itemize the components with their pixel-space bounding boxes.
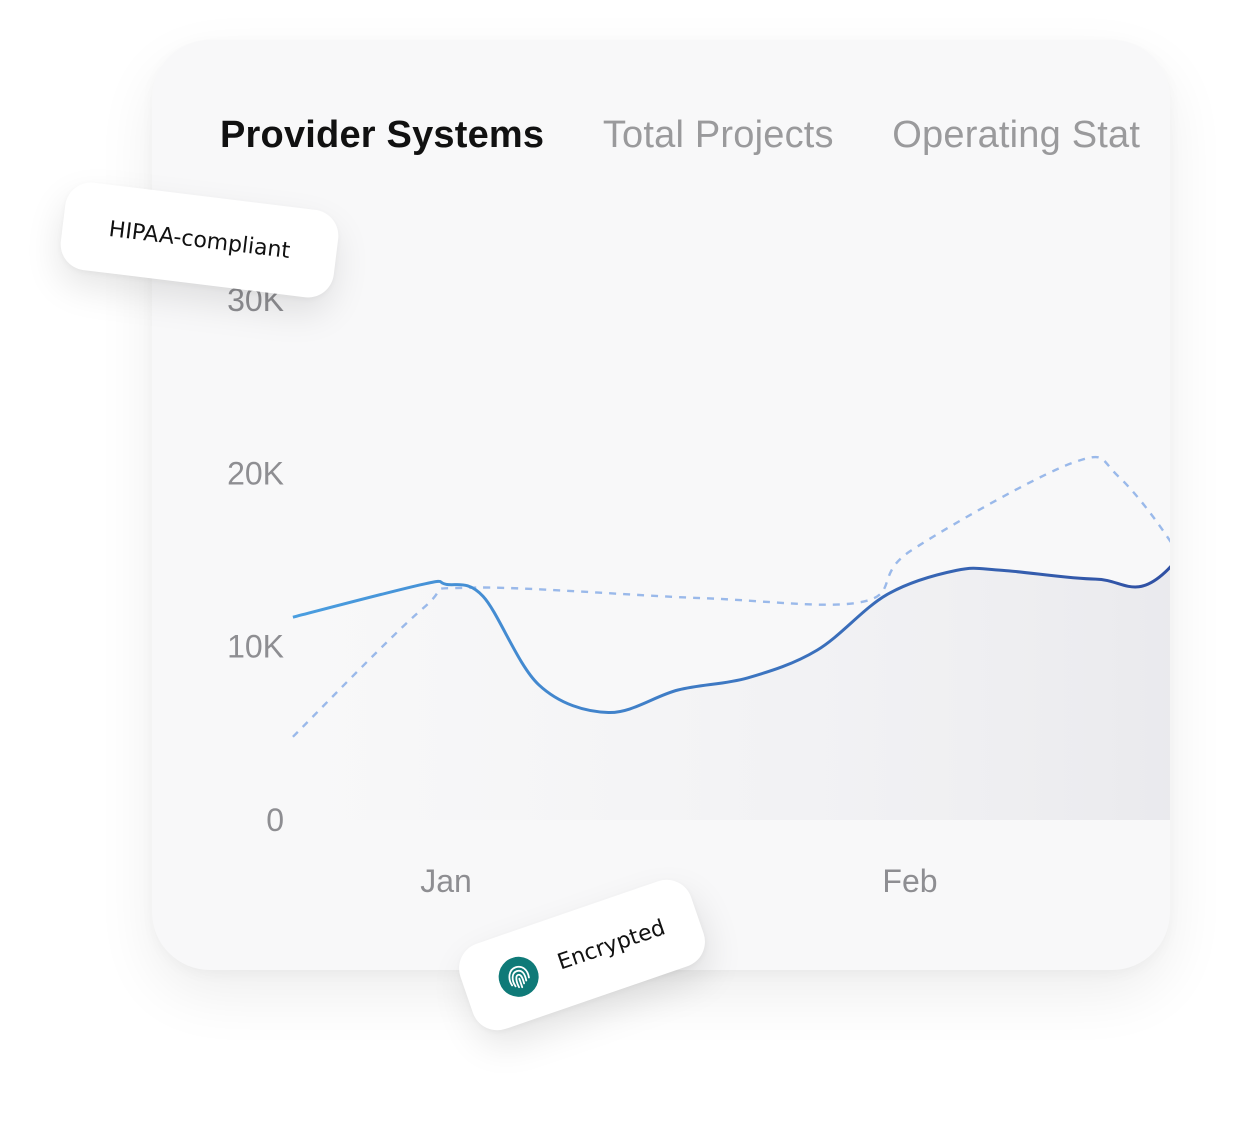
encrypted-badge: Encrypted xyxy=(451,872,713,1038)
tab-operating-status[interactable]: Operating Stat xyxy=(892,114,1141,156)
chart-card: Provider Systems Total Projects Operatin… xyxy=(152,40,1170,970)
y-tick-label: 10K xyxy=(227,629,284,665)
encrypted-badge-label: Encrypted xyxy=(554,914,669,975)
tab-total-projects[interactable]: Total Projects xyxy=(602,114,834,156)
fingerprint-icon xyxy=(493,951,544,1002)
hipaa-badge-label: HIPAA-compliant xyxy=(107,216,292,264)
x-tick-label: Jan xyxy=(420,863,472,899)
solid-series-line xyxy=(292,565,1170,715)
y-tick-label: 20K xyxy=(227,455,284,491)
tab-bar: Provider Systems Total Projects Operatin… xyxy=(220,110,1170,160)
tab-provider-systems[interactable]: Provider Systems xyxy=(220,114,545,156)
dashed-series-line xyxy=(292,455,1170,738)
x-tick-label: Feb xyxy=(882,863,937,899)
y-tick-label: 0 xyxy=(266,802,284,838)
solid-series-area xyxy=(292,567,1170,820)
